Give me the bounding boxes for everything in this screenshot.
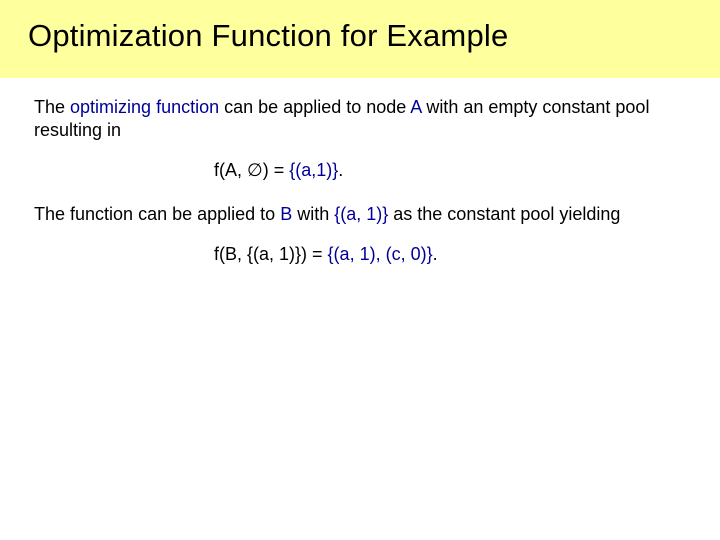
node-a-ref: A bbox=[410, 97, 421, 117]
text: . bbox=[433, 244, 438, 264]
slide: Optimization Function for Example The op… bbox=[0, 0, 720, 540]
formula-result: {(a,1)} bbox=[289, 160, 338, 180]
formula-result: {(a, 1), (c, 0)} bbox=[328, 244, 433, 264]
optimizing-function-link: optimizing function bbox=[70, 97, 219, 117]
text: The bbox=[34, 97, 70, 117]
slide-title: Optimization Function for Example bbox=[0, 0, 720, 78]
text: The function can be applied to bbox=[34, 204, 280, 224]
constant-pool-set: {(a, 1)} bbox=[334, 204, 388, 224]
formula-2: f(B, {(a, 1)}) = {(a, 1), (c, 0)}. bbox=[34, 244, 686, 265]
node-b-ref: B bbox=[280, 204, 292, 224]
formula-1: f(A, ∅) = {(a,1)}. bbox=[34, 160, 686, 181]
text: can be applied to node bbox=[219, 97, 410, 117]
formula-lhs: f(B, {(a, 1)}) = bbox=[214, 244, 328, 264]
paragraph-2: The function can be applied to B with {(… bbox=[34, 203, 686, 226]
empty-set-symbol: ∅ bbox=[247, 160, 263, 180]
paragraph-1: The optimizing function can be applied t… bbox=[34, 96, 686, 142]
slide-body: The optimizing function can be applied t… bbox=[0, 78, 720, 265]
text: with bbox=[292, 204, 334, 224]
formula-lhs: ) = bbox=[263, 160, 290, 180]
text: as the constant pool yielding bbox=[388, 204, 620, 224]
formula-lhs: f(A, bbox=[214, 160, 247, 180]
text: . bbox=[338, 160, 343, 180]
